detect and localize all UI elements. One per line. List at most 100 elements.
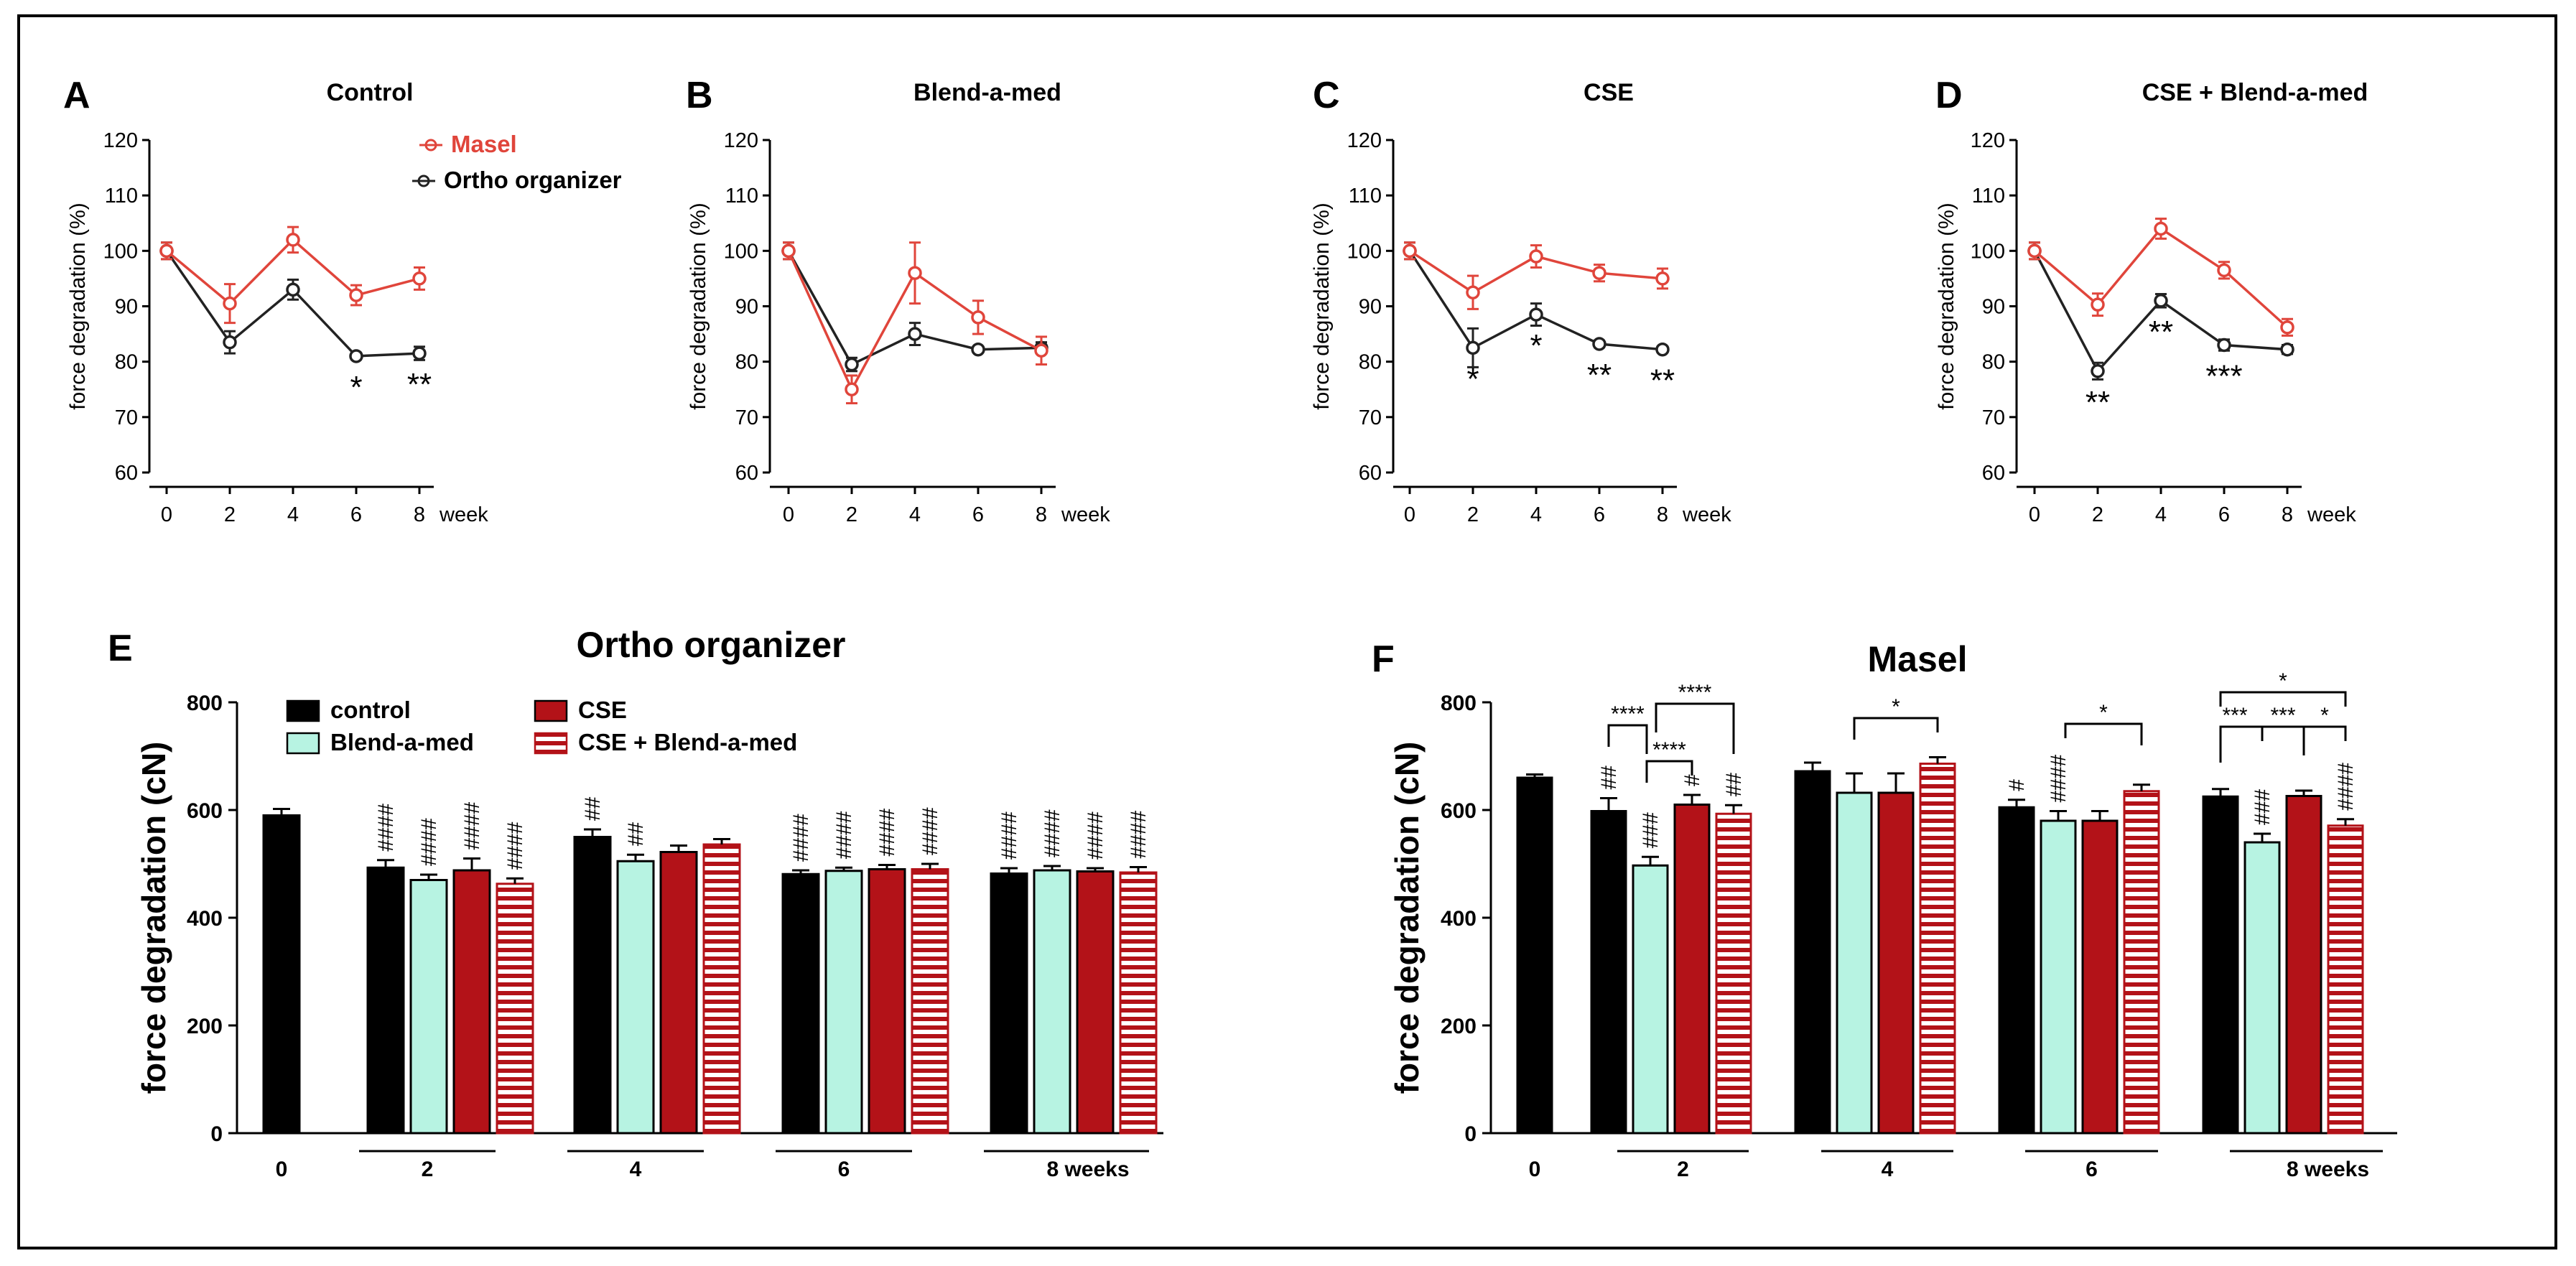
panel-f: F Masel 0 200 400 600 800 force degradation (… [1372,638,2397,1181]
significance-hash: #### [460,801,484,850]
y-tick-label: 70 [1359,406,1382,429]
legend-label-ortho: Ortho organizer [444,167,622,193]
data-point [781,243,796,259]
data-point [908,327,922,341]
bar-control [1998,806,2035,1135]
x-tick-label: 8 [414,503,425,526]
panel-label-a: A [63,75,90,116]
figure-frame [17,14,2557,1249]
comparison-label: **** [1652,738,1686,762]
group-label: 4 [630,1158,642,1181]
legend-label-cse: CSE [578,697,627,723]
bar-cse [1877,791,1915,1135]
x-axis-label: week [2307,503,2356,526]
bar-cse-blend-a-med [911,868,949,1135]
y-tick-label: 110 [105,185,138,208]
significance-marker: ** [407,367,432,402]
x-tick-label: 6 [972,503,984,526]
y-tick-label: 90 [735,296,758,319]
panel-label-e: E [108,628,133,669]
legend-label-control: control [330,697,411,723]
data-point [2091,364,2105,378]
significance-marker: * [1530,328,1542,363]
comparison-label: **** [1678,681,1712,704]
y-tick-label: 90 [1359,296,1382,319]
group-label: 2 [422,1158,434,1181]
series-line-ortho [2033,250,2288,373]
bar-cse [2081,819,2119,1135]
data-point [223,296,237,311]
y-tick-label: 70 [735,406,758,429]
significance-hash: # [2005,779,2029,791]
legend-label-masel: Masel [451,131,517,157]
y-tick-label: 110 [725,185,758,208]
x-tick-label: 0 [783,503,794,526]
significance-hash: #### [417,818,441,866]
y-tick-label: 110 [1972,185,2005,208]
panel-label-f: F [1372,638,1395,680]
y-tick-label: 120 [724,129,758,152]
y-tick-label: 0 [1464,1122,1477,1146]
bar-cse [2285,795,2322,1135]
comparison-label: *** [2270,704,2295,727]
significance-hash: #### [919,807,942,855]
y-tick-label: 60 [735,462,758,485]
legend-swatch-cse-blend-a-med [534,732,568,755]
significance-marker: ** [1650,363,1675,399]
x-tick-label: 6 [350,503,362,526]
x-axis-label: week [1061,503,1110,526]
significance-hash: #### [789,814,813,862]
y-tick-label: 200 [187,1015,223,1038]
significance-marker: * [350,370,362,405]
data-point [412,271,427,286]
x-tick-label: 0 [2029,503,2040,526]
data-point [286,233,300,247]
y-axis-label: force degradation (%) [1935,203,1958,410]
x-tick-label: 0 [276,1158,288,1181]
panel-label-c: C [1313,75,1340,116]
comparison-label: * [2099,701,2108,725]
x-tick-label: 4 [2155,503,2167,526]
legend-swatch-blend-a-med [286,732,320,755]
significance-marker: ** [1587,358,1612,393]
comparison-bracket [1607,724,1648,754]
data-point [1655,342,1670,357]
significance-hash: #### [1041,809,1064,857]
bar-control [781,872,820,1135]
bar-blend-a-med [1033,869,1071,1135]
panel-a: A Control 60 70 80 90 100 110 120 0 2 4 6 8 week forc… [63,75,622,526]
data-point [349,288,363,302]
data-point [1466,340,1480,355]
x-tick-label: 0 [1404,503,1415,526]
significance-marker: ** [2086,385,2110,420]
comparison-label: * [2320,704,2329,727]
legend-label-cse-blend-a-med: CSE + Blend-a-med [578,729,797,755]
significance-hash: #### [832,811,856,859]
significance-hash: ## [624,822,648,847]
bar-blend-a-med [2040,819,2077,1135]
data-point [1034,343,1048,358]
significance-hash: ### [1639,812,1663,848]
bar-blend-a-med [1632,864,1669,1135]
bar-cse-blend-a-med [2123,790,2160,1135]
group-label: 8 weeks [2287,1158,2369,1181]
bar-cse-blend-a-med [702,843,741,1135]
data-point [1529,307,1543,322]
comparison-bracket [2219,691,2347,707]
legend-swatch-cse [534,699,568,722]
bar-control [573,836,612,1135]
data-point [971,310,985,325]
x-tick-label: 6 [1594,503,1605,526]
comparison-bracket [2261,725,2305,755]
series-line-ortho [165,250,420,358]
y-tick-label: 100 [1971,240,2005,263]
x-tick-label: 4 [909,503,921,526]
y-tick-label: 100 [1347,240,1382,263]
data-point [2154,294,2168,308]
x-tick-label: 2 [1467,503,1479,526]
bar-cse-blend-a-med [2327,824,2364,1135]
bar-control [366,866,405,1135]
y-tick-label: 120 [103,129,138,152]
y-tick-label: 80 [1359,351,1382,374]
y-tick-label: 110 [1349,185,1382,208]
